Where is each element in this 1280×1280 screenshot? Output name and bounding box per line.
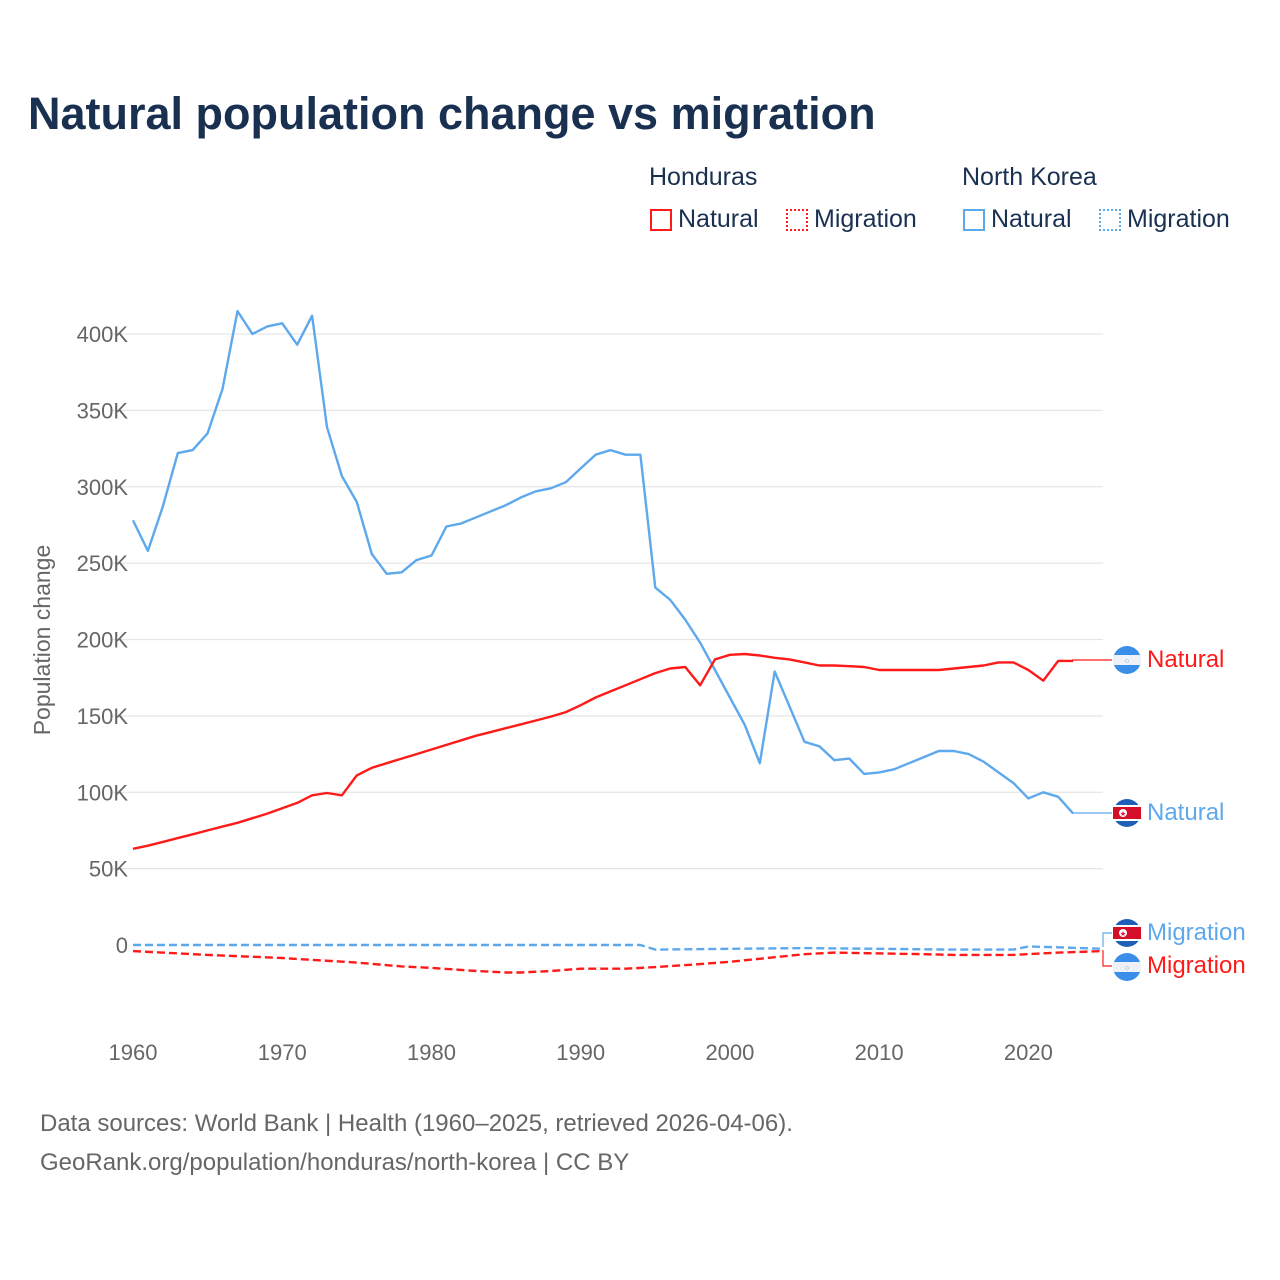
legend-label: Natural [991, 205, 1072, 233]
series-line-north-korea-migration[interactable] [133, 943, 1104, 951]
x-tick-label: 2010 [855, 1040, 904, 1065]
svg-text:★: ★ [1120, 810, 1126, 818]
connector-kp-migration [1102, 932, 1112, 947]
y-tick-label: 300K [77, 475, 129, 500]
chart-title: Natural population change vs migration [28, 88, 876, 139]
x-tick-label: 1990 [556, 1040, 605, 1065]
y-tick-label: 250K [77, 551, 129, 576]
legend-swatch-solid-blue [963, 208, 985, 231]
footer-sources: Data sources: World Bank | Health (1960–… [40, 1110, 793, 1137]
legend-group-north-korea: North Korea [962, 163, 1097, 191]
end-label-kp-natural: Natural [1147, 799, 1224, 826]
svg-text:⁘: ⁘ [1124, 657, 1131, 666]
legend-swatch-dotted-red [786, 208, 808, 231]
y-tick-label: 50K [89, 857, 128, 882]
legend-item-north-korea-natural[interactable]: Natural [963, 205, 1072, 234]
honduras-flag-icon: ⁘ [1113, 953, 1141, 981]
end-label-hn-migration: Migration [1147, 952, 1246, 979]
x-tick-label: 1960 [109, 1040, 158, 1065]
end-label-hn-natural: Natural [1147, 646, 1224, 673]
footer-attribution[interactable]: GeoRank.org/population/honduras/north-ko… [40, 1149, 630, 1176]
connector-hn-migration [1102, 950, 1112, 967]
honduras-flag-icon: ⁘ [1113, 646, 1141, 674]
y-axis-label: Population change [29, 545, 55, 736]
svg-text:★: ★ [1120, 930, 1126, 938]
legend-swatch-solid-red [650, 208, 672, 231]
legend-label: Migration [814, 205, 917, 233]
series-line-honduras-migration[interactable] [132, 949, 1104, 974]
legend-label: Migration [1127, 205, 1230, 233]
y-tick-label: 0 [116, 933, 128, 958]
legend-item-honduras-natural[interactable]: Natural [650, 205, 759, 234]
north-korea-flag-icon: ★ [1113, 919, 1141, 947]
series-line-north-korea-natural[interactable] [131, 309, 1075, 815]
legend-swatch-dotted-blue [1099, 208, 1121, 231]
y-tick-label: 200K [77, 628, 129, 653]
x-tick-label: 1970 [258, 1040, 307, 1065]
legend-label: Natural [678, 205, 759, 233]
series-line-honduras-natural[interactable] [132, 652, 1074, 850]
y-tick-label: 100K [77, 780, 129, 805]
svg-text:⁘: ⁘ [1124, 964, 1131, 973]
y-tick-label: 400K [77, 322, 129, 347]
legend-group-honduras: Honduras [649, 163, 758, 191]
legend-item-honduras-migration[interactable]: Migration [786, 205, 917, 234]
x-tick-label: 2020 [1004, 1040, 1053, 1065]
x-tick-label: 2000 [705, 1040, 754, 1065]
end-label-kp-migration: Migration [1147, 919, 1246, 946]
x-tick-label: 1980 [407, 1040, 456, 1065]
north-korea-flag-icon: ★ [1113, 799, 1141, 827]
legend-item-north-korea-migration[interactable]: Migration [1099, 205, 1230, 234]
y-tick-label: 150K [77, 704, 129, 729]
y-tick-label: 350K [77, 398, 129, 423]
